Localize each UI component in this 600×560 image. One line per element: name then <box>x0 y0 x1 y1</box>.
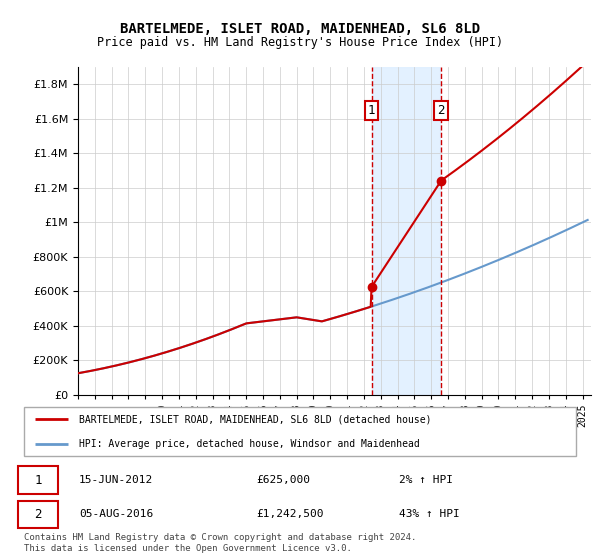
Text: 2: 2 <box>437 104 445 117</box>
Text: 2: 2 <box>35 508 42 521</box>
Text: £625,000: £625,000 <box>256 475 310 485</box>
Text: Contains HM Land Registry data © Crown copyright and database right 2024.
This d: Contains HM Land Registry data © Crown c… <box>24 533 416 553</box>
Text: BARTELMEDE, ISLET ROAD, MAIDENHEAD, SL6 8LD: BARTELMEDE, ISLET ROAD, MAIDENHEAD, SL6 … <box>120 22 480 36</box>
Text: 2% ↑ HPI: 2% ↑ HPI <box>400 475 454 485</box>
Text: HPI: Average price, detached house, Windsor and Maidenhead: HPI: Average price, detached house, Wind… <box>79 439 420 449</box>
Text: 43% ↑ HPI: 43% ↑ HPI <box>400 509 460 519</box>
Text: BARTELMEDE, ISLET ROAD, MAIDENHEAD, SL6 8LD (detached house): BARTELMEDE, ISLET ROAD, MAIDENHEAD, SL6 … <box>79 414 432 424</box>
Text: £1,242,500: £1,242,500 <box>256 509 323 519</box>
Text: 1: 1 <box>35 474 42 487</box>
Text: 1: 1 <box>368 104 375 117</box>
FancyBboxPatch shape <box>24 407 576 456</box>
FancyBboxPatch shape <box>19 466 58 494</box>
FancyBboxPatch shape <box>19 501 58 528</box>
Text: 05-AUG-2016: 05-AUG-2016 <box>79 509 154 519</box>
Text: 15-JUN-2012: 15-JUN-2012 <box>79 475 154 485</box>
Text: Price paid vs. HM Land Registry's House Price Index (HPI): Price paid vs. HM Land Registry's House … <box>97 36 503 49</box>
